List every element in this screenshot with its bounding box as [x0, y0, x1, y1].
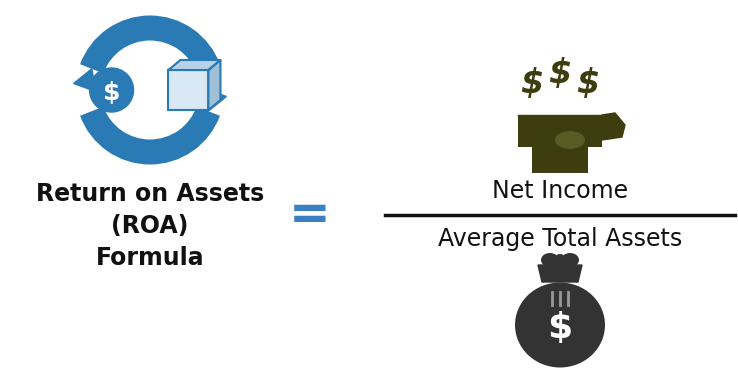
Text: (ROA): (ROA) — [111, 214, 189, 238]
Bar — [518, 115, 602, 147]
Ellipse shape — [554, 254, 566, 266]
Ellipse shape — [561, 253, 579, 267]
Circle shape — [89, 68, 134, 112]
Text: $: $ — [576, 66, 599, 100]
Text: Average Total Assets: Average Total Assets — [438, 227, 682, 251]
Ellipse shape — [541, 253, 559, 267]
Text: =: = — [289, 191, 331, 239]
Text: Formula: Formula — [96, 246, 204, 270]
Polygon shape — [168, 60, 221, 70]
Bar — [168, 70, 208, 110]
Bar — [532, 143, 588, 173]
Text: $: $ — [548, 311, 573, 345]
Polygon shape — [74, 69, 96, 92]
Polygon shape — [204, 88, 227, 111]
Text: $: $ — [103, 80, 120, 105]
Polygon shape — [602, 113, 625, 140]
Text: $: $ — [548, 56, 572, 89]
Polygon shape — [538, 265, 582, 282]
Text: Net Income: Net Income — [492, 179, 628, 203]
Text: Return on Assets: Return on Assets — [36, 182, 264, 206]
Ellipse shape — [515, 282, 605, 368]
Ellipse shape — [555, 131, 585, 149]
Text: $: $ — [520, 66, 544, 100]
Polygon shape — [208, 60, 221, 110]
